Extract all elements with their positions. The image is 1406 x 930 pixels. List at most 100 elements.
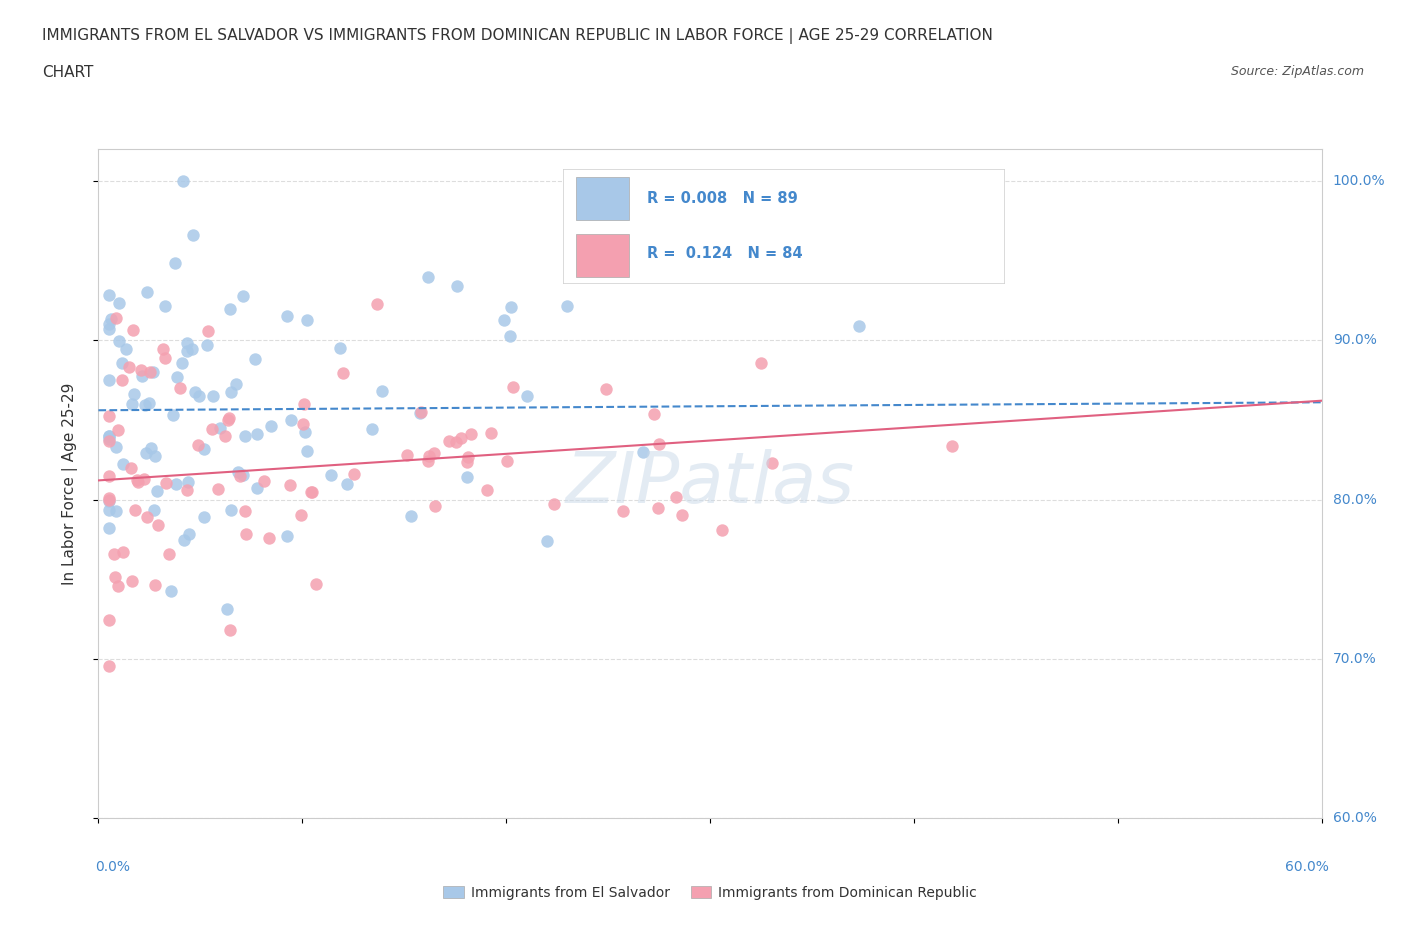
Point xyxy=(143,578,166,592)
Point xyxy=(97,428,120,443)
Point xyxy=(121,460,143,475)
Point xyxy=(243,352,266,366)
Point xyxy=(105,439,128,454)
Point xyxy=(257,530,280,545)
Point xyxy=(643,406,665,421)
Text: ZIPatlas: ZIPatlas xyxy=(565,449,855,518)
Point xyxy=(233,504,256,519)
Point xyxy=(121,396,143,411)
Point xyxy=(124,502,146,517)
Point xyxy=(208,420,231,435)
Point xyxy=(343,467,366,482)
Point xyxy=(97,287,120,302)
Point xyxy=(848,319,870,334)
Point xyxy=(136,285,159,299)
Point xyxy=(188,388,211,403)
Point xyxy=(112,457,135,472)
Point xyxy=(595,381,617,396)
Text: 0.0%: 0.0% xyxy=(96,860,131,874)
Text: IMMIGRANTS FROM EL SALVADOR VS IMMIGRANTS FROM DOMINICAN REPUBLIC IN LABOR FORCE: IMMIGRANTS FROM EL SALVADOR VS IMMIGRANT… xyxy=(42,28,993,44)
Point xyxy=(502,380,524,395)
Point xyxy=(115,341,138,356)
Point xyxy=(97,408,120,423)
Point xyxy=(111,545,134,560)
Point xyxy=(104,503,127,518)
Point xyxy=(557,299,579,313)
Text: 70.0%: 70.0% xyxy=(1333,652,1376,666)
Point xyxy=(122,386,145,401)
Point xyxy=(219,622,242,637)
Point xyxy=(246,481,269,496)
Point xyxy=(516,389,538,404)
Point xyxy=(97,612,120,627)
Point xyxy=(97,468,120,483)
Point xyxy=(418,448,440,463)
Point xyxy=(108,296,131,311)
Point xyxy=(165,477,187,492)
Point xyxy=(184,385,207,400)
Point xyxy=(131,363,153,378)
Point xyxy=(499,328,522,343)
Point xyxy=(155,475,177,490)
Text: 100.0%: 100.0% xyxy=(1333,174,1385,188)
Point xyxy=(665,489,688,504)
Point xyxy=(228,469,250,484)
Point xyxy=(177,475,200,490)
Point xyxy=(218,411,240,426)
Point xyxy=(299,485,322,499)
Point xyxy=(437,433,460,448)
Point xyxy=(444,434,467,449)
Point xyxy=(111,373,134,388)
Point xyxy=(181,228,204,243)
Text: CHART: CHART xyxy=(42,65,94,80)
Point xyxy=(135,445,157,460)
Point xyxy=(127,472,149,487)
Text: 90.0%: 90.0% xyxy=(1333,333,1376,347)
Point xyxy=(143,449,166,464)
Point xyxy=(107,578,129,593)
Point xyxy=(108,334,131,349)
Point xyxy=(329,340,352,355)
Point xyxy=(423,445,446,460)
Point xyxy=(197,324,219,339)
Point xyxy=(97,520,120,535)
Point xyxy=(233,429,256,444)
Point xyxy=(97,658,120,673)
Point xyxy=(98,321,121,336)
Point xyxy=(118,360,141,375)
Point xyxy=(104,311,127,325)
Point xyxy=(131,368,153,383)
Point xyxy=(172,355,194,370)
Point xyxy=(97,432,120,446)
Point xyxy=(176,483,198,498)
Point xyxy=(276,528,298,543)
Point xyxy=(193,442,215,457)
Point xyxy=(411,405,433,419)
Point xyxy=(122,322,145,337)
Text: 60.0%: 60.0% xyxy=(1333,811,1376,826)
Point xyxy=(319,468,342,483)
Point xyxy=(142,365,165,379)
Point xyxy=(202,389,225,404)
Point xyxy=(409,405,432,420)
Point xyxy=(127,475,149,490)
Point xyxy=(671,508,693,523)
Point xyxy=(370,384,392,399)
Point xyxy=(107,422,129,437)
Y-axis label: In Labor Force | Age 25-29: In Labor Force | Age 25-29 xyxy=(62,382,77,585)
Point xyxy=(366,297,388,312)
Point xyxy=(416,269,439,284)
Point xyxy=(193,510,215,525)
Point xyxy=(232,288,254,303)
Point xyxy=(153,350,176,365)
Point xyxy=(97,503,120,518)
Point xyxy=(460,427,482,442)
Point xyxy=(280,413,302,428)
Point xyxy=(278,478,301,493)
Point xyxy=(475,482,498,497)
Point xyxy=(221,503,243,518)
Point xyxy=(226,465,249,480)
Point xyxy=(260,418,283,433)
Point xyxy=(214,429,236,444)
Point xyxy=(536,533,558,548)
